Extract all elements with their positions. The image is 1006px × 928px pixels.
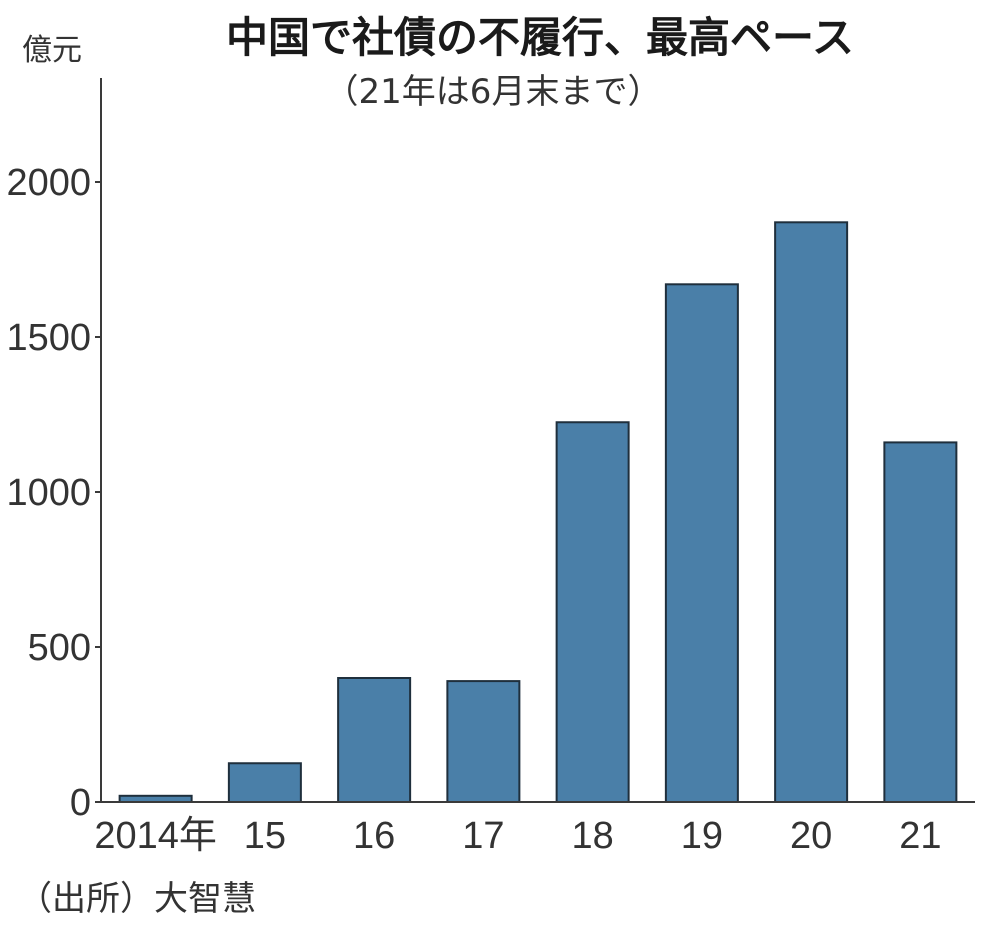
x-tick-label: 19 — [681, 815, 723, 857]
bar-2 — [337, 677, 412, 803]
bar-7 — [883, 441, 958, 803]
bar-3 — [446, 680, 521, 803]
y-tick-label: 500 — [28, 627, 91, 669]
x-tick-label: 21 — [899, 815, 941, 857]
chart-title: 中国で社債の不履行、最高ペース — [226, 13, 854, 62]
y-tick-label: 0 — [70, 782, 91, 824]
bar-5 — [664, 283, 739, 803]
chart-subtitle: （21年は6月末まで） — [325, 72, 662, 112]
bar-1 — [227, 762, 302, 803]
bars — [118, 221, 958, 804]
y-tick-label: 2000 — [6, 162, 91, 204]
y-tick-label: 1500 — [6, 317, 91, 359]
y-axis-unit-label: 億元 — [22, 33, 82, 68]
x-axis-ticks: 2014年 15 16 17 18 19 20 21 — [94, 815, 941, 857]
bar-6 — [774, 221, 849, 804]
source-note: （出所）大智慧 — [18, 879, 256, 919]
x-tick-label: 15 — [244, 815, 286, 857]
x-tick-label: 16 — [353, 815, 395, 857]
x-tick-label: 18 — [571, 815, 613, 857]
bar-4 — [555, 421, 630, 803]
y-axis-ticks: 0 500 1000 1500 2000 — [6, 162, 101, 824]
x-tick-label: 2014年 — [94, 815, 217, 857]
x-tick-label: 20 — [790, 815, 832, 857]
y-tick-label: 1000 — [6, 472, 91, 514]
x-tick-label: 17 — [462, 815, 504, 857]
